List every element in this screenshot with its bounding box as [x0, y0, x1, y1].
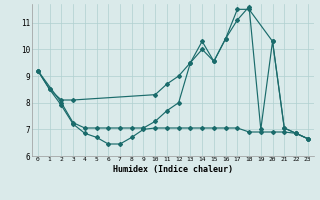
X-axis label: Humidex (Indice chaleur): Humidex (Indice chaleur): [113, 165, 233, 174]
